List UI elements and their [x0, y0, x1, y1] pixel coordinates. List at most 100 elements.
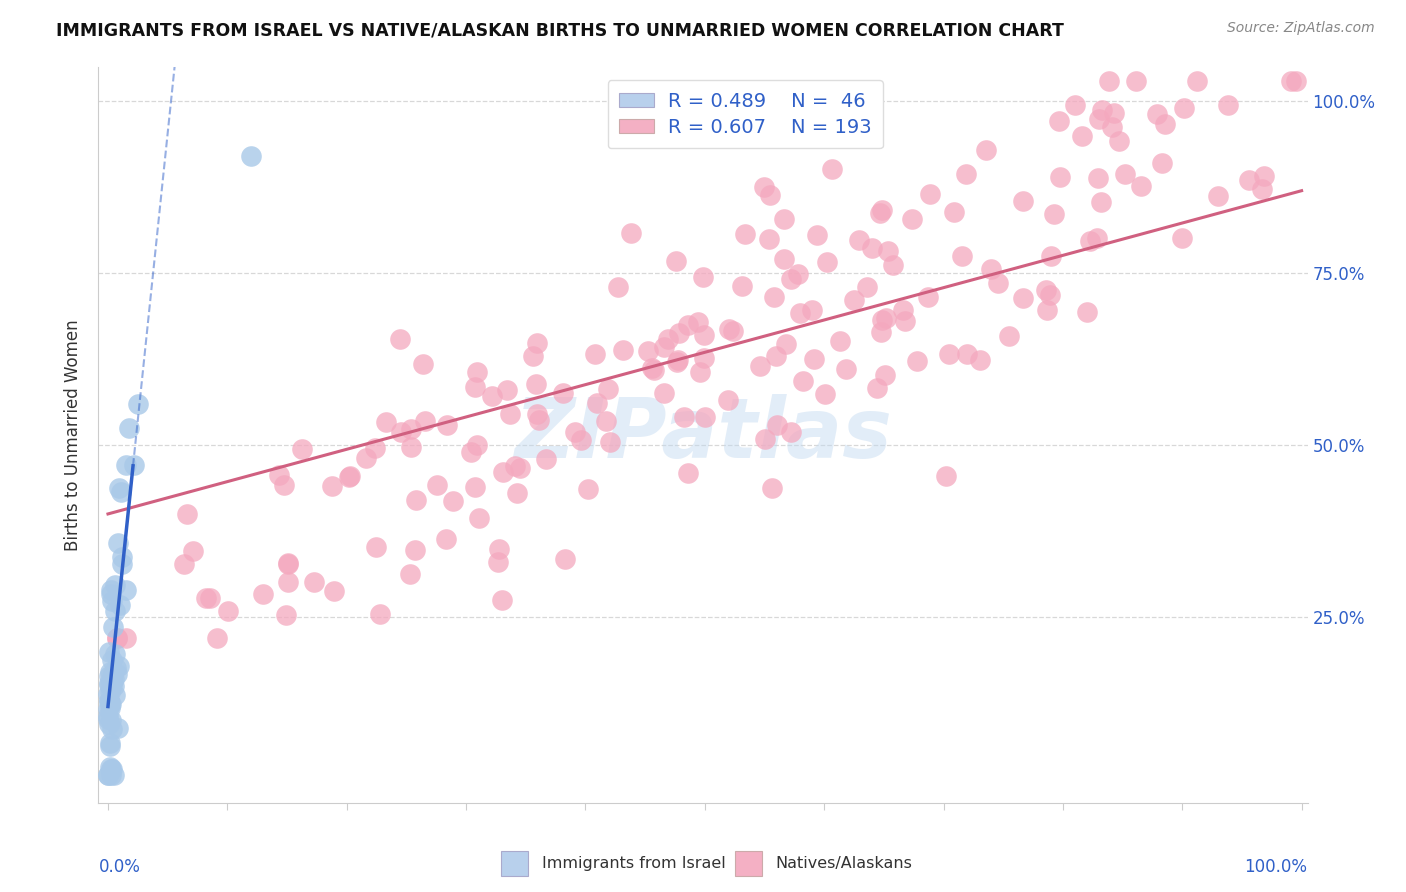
Point	[1146, 107, 1168, 121]
Point	[198, 591, 221, 605]
Point	[775, 336, 797, 351]
Point	[98, 694, 121, 708]
Point	[1237, 172, 1260, 186]
Point	[1251, 182, 1274, 196]
Point	[118, 421, 141, 435]
Point	[1185, 73, 1208, 87]
Point	[436, 418, 458, 433]
Text: Immigrants from Israel: Immigrants from Israel	[541, 856, 725, 871]
Point	[860, 241, 883, 255]
Point	[815, 255, 838, 269]
Point	[101, 652, 124, 666]
Point	[100, 768, 122, 782]
Point	[987, 276, 1010, 290]
Point	[399, 567, 422, 582]
Point	[277, 575, 299, 590]
Point	[195, 591, 218, 605]
Point	[98, 736, 121, 750]
Point	[105, 631, 128, 645]
Point	[98, 760, 121, 774]
Point	[1043, 207, 1066, 221]
Point	[761, 481, 783, 495]
Point	[956, 347, 979, 361]
Point	[97, 768, 120, 782]
Point	[595, 414, 617, 428]
Point	[1171, 230, 1194, 244]
Point	[891, 303, 914, 318]
Point	[277, 558, 299, 572]
Point	[467, 365, 489, 379]
Point	[1049, 170, 1071, 185]
Point	[1108, 134, 1130, 148]
Point	[773, 212, 796, 227]
Point	[779, 425, 801, 439]
Point	[1087, 170, 1109, 185]
Point	[97, 669, 120, 683]
Point	[1152, 155, 1174, 169]
Point	[322, 583, 344, 598]
Point	[787, 267, 810, 281]
Point	[554, 552, 576, 566]
Point	[765, 349, 787, 363]
Point	[277, 557, 299, 571]
Point	[173, 557, 195, 571]
Point	[98, 678, 121, 692]
Y-axis label: Births to Unmarried Women: Births to Unmarried Women	[65, 319, 83, 550]
Point	[598, 382, 620, 396]
Point	[1039, 249, 1062, 263]
Point	[100, 678, 122, 692]
Point	[882, 258, 904, 272]
Point	[803, 352, 825, 367]
Point	[181, 543, 204, 558]
Point	[104, 661, 127, 675]
Point	[529, 412, 551, 426]
Point	[488, 542, 510, 557]
Point	[900, 211, 922, 226]
Point	[436, 532, 458, 546]
Point	[524, 377, 547, 392]
Point	[789, 306, 811, 320]
Point	[100, 713, 122, 727]
Point	[828, 334, 851, 349]
Point	[97, 717, 120, 731]
Point	[1088, 112, 1111, 126]
Point	[97, 712, 120, 726]
Point	[97, 702, 120, 716]
Point	[1012, 194, 1035, 208]
Point	[503, 458, 526, 473]
Point	[100, 587, 122, 601]
Point	[1253, 169, 1275, 183]
Point	[666, 355, 689, 369]
Point	[763, 290, 786, 304]
Point	[339, 469, 361, 483]
Point	[1012, 292, 1035, 306]
Point	[337, 470, 360, 484]
Point	[689, 365, 711, 379]
Point	[643, 363, 665, 377]
Point	[104, 688, 127, 702]
Point	[240, 149, 263, 163]
Point	[668, 326, 690, 341]
Point	[506, 486, 529, 500]
Point	[115, 631, 138, 645]
Point	[969, 352, 991, 367]
Point	[942, 204, 965, 219]
Point	[413, 414, 436, 428]
Point	[526, 335, 548, 350]
Point	[252, 587, 274, 601]
Point	[1279, 73, 1302, 87]
Point	[481, 389, 503, 403]
Point	[1130, 179, 1153, 194]
Point	[721, 324, 744, 338]
Point	[875, 368, 897, 382]
Point	[665, 254, 688, 268]
Point	[291, 442, 314, 457]
Point	[364, 441, 387, 455]
Point	[1085, 231, 1108, 245]
Point	[1039, 287, 1062, 301]
Point	[652, 340, 675, 354]
Point	[464, 480, 486, 494]
Point	[98, 701, 121, 715]
Point	[399, 440, 422, 454]
Point	[835, 362, 858, 376]
